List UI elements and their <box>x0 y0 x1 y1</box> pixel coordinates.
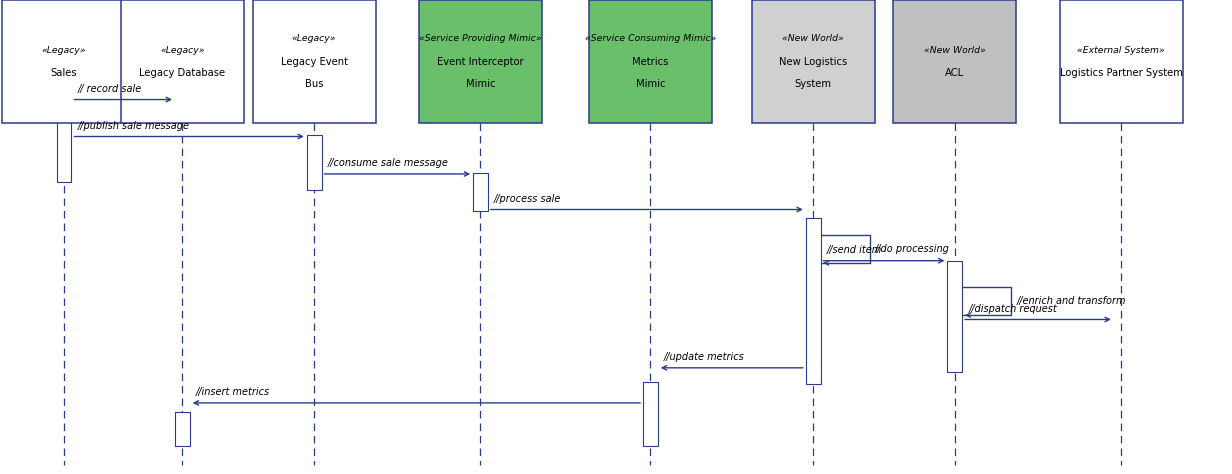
Bar <box>473 173 488 211</box>
Text: «External System»: «External System» <box>1077 46 1165 55</box>
Text: //send item: //send item <box>827 245 882 255</box>
Text: //update metrics: //update metrics <box>664 352 745 362</box>
Text: «Service Providing Mimic»: «Service Providing Mimic» <box>419 35 542 43</box>
Bar <box>589 0 712 123</box>
Text: //insert metrics: //insert metrics <box>196 387 270 397</box>
Text: Logistics Partner System: Logistics Partner System <box>1060 68 1183 78</box>
Text: Sales: Sales <box>51 68 78 78</box>
Text: Mimic: Mimic <box>636 79 665 90</box>
Bar <box>2 0 126 123</box>
Text: Metrics: Metrics <box>632 56 669 67</box>
Text: «Legacy»: «Legacy» <box>292 35 336 43</box>
Text: «Service Consuming Mimic»: «Service Consuming Mimic» <box>585 35 716 43</box>
Text: // record sale: // record sale <box>78 84 142 94</box>
Text: //dispatch request: //dispatch request <box>968 304 1057 314</box>
Text: //enrich and transform: //enrich and transform <box>1016 296 1126 306</box>
Text: Mimic: Mimic <box>466 79 495 90</box>
Text: New Logistics: New Logistics <box>779 56 848 67</box>
Text: Event Interceptor: Event Interceptor <box>437 56 524 67</box>
Bar <box>752 0 875 123</box>
Text: ACL: ACL <box>945 68 965 78</box>
Text: Legacy Database: Legacy Database <box>139 68 225 78</box>
Text: //process sale: //process sale <box>494 194 562 204</box>
Bar <box>57 85 71 182</box>
Text: //do processing: //do processing <box>875 244 950 254</box>
Bar <box>419 0 542 123</box>
Bar <box>175 412 190 446</box>
Text: Bus: Bus <box>304 79 324 90</box>
Text: «Legacy»: «Legacy» <box>42 46 86 55</box>
Bar <box>893 0 1016 123</box>
Bar <box>253 0 376 123</box>
Text: //publish sale message: //publish sale message <box>78 121 190 131</box>
Text: «New World»: «New World» <box>924 46 986 55</box>
Text: «New World»: «New World» <box>782 35 844 43</box>
Bar <box>121 0 244 123</box>
Bar <box>806 218 821 384</box>
Text: «Legacy»: «Legacy» <box>160 46 205 55</box>
Bar <box>643 382 658 446</box>
Text: Legacy Event: Legacy Event <box>281 56 347 67</box>
Bar <box>1060 0 1183 123</box>
Text: System: System <box>795 79 832 90</box>
Bar <box>947 261 962 372</box>
Text: //consume sale message: //consume sale message <box>328 158 448 168</box>
Bar <box>307 135 322 190</box>
